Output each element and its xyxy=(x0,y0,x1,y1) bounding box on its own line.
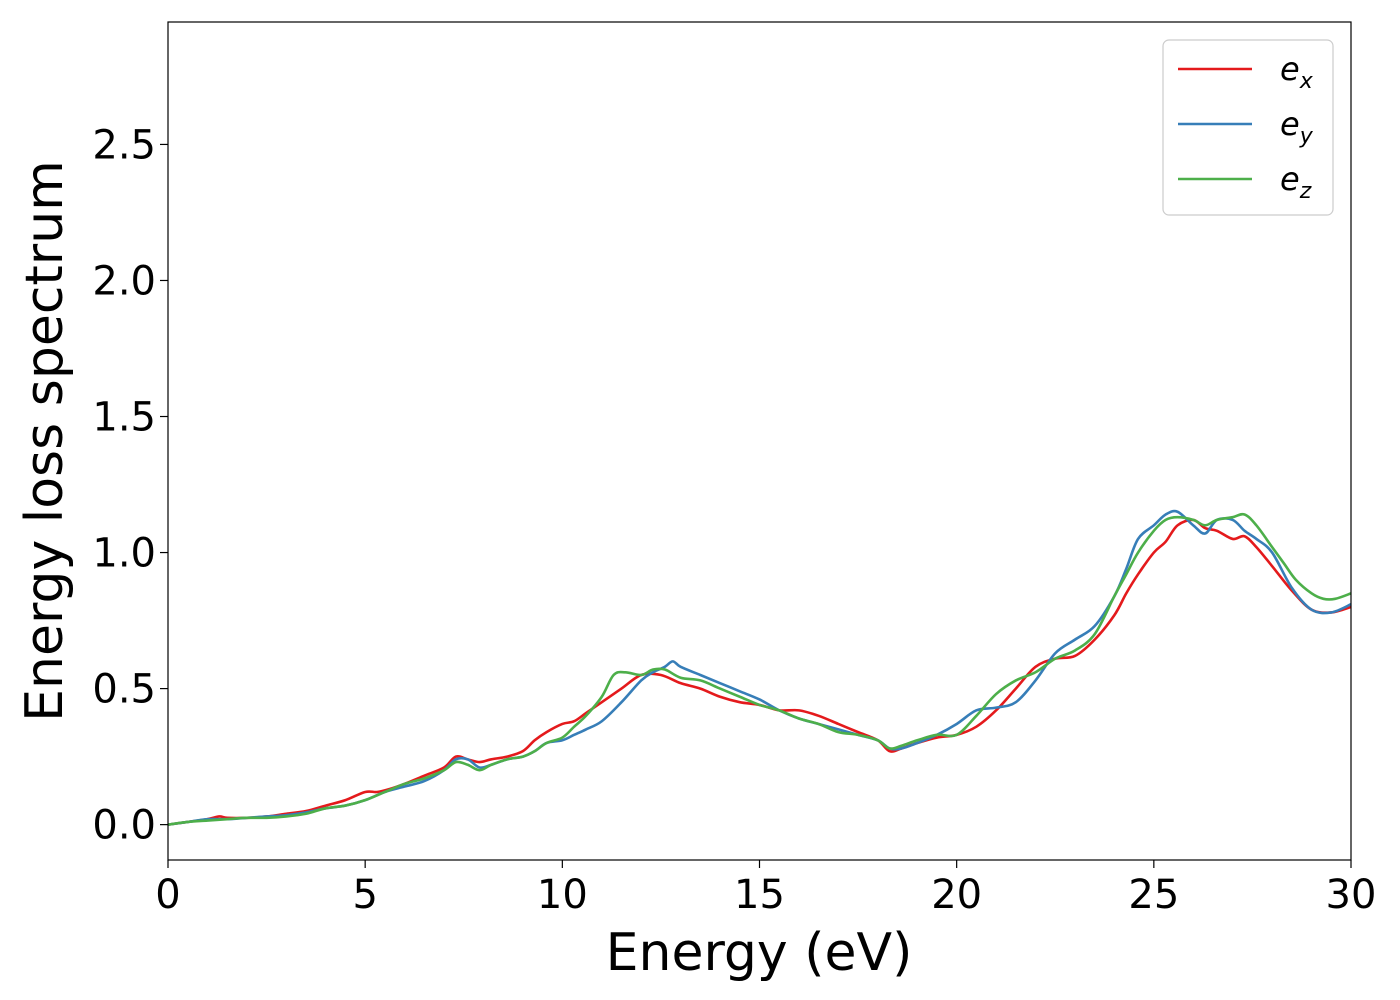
x-tick-label: 15 xyxy=(734,872,785,918)
y-tick-label: 2.0 xyxy=(92,258,156,304)
series-line-e-z xyxy=(168,512,1351,826)
x-tick-label: 5 xyxy=(352,872,377,918)
x-tick-label: 30 xyxy=(1326,872,1377,918)
y-axis-label: Energy loss spectrum xyxy=(15,160,75,722)
x-tick-label: 0 xyxy=(155,872,180,918)
y-tick-label: 1.0 xyxy=(92,531,156,577)
x-tick-label: 25 xyxy=(1128,872,1179,918)
x-tick-label: 10 xyxy=(537,872,588,918)
y-tick-label: 0.0 xyxy=(92,803,156,849)
x-tick-label: 20 xyxy=(931,872,982,918)
series-line-e-x xyxy=(168,518,1351,826)
x-axis-label: Energy (eV) xyxy=(606,923,913,983)
axis-ticks: 0 5 10 15 20 25 30 0.0 0.5 1.0 1.5 2.0 2.5 xyxy=(92,122,1376,918)
plot-area xyxy=(168,509,1351,826)
series-line-e-y xyxy=(168,509,1351,826)
y-tick-label: 2.5 xyxy=(92,122,156,168)
legend-box xyxy=(1162,39,1334,216)
y-tick-label: 1.5 xyxy=(92,395,156,441)
y-tick-label: 0.5 xyxy=(92,667,156,713)
